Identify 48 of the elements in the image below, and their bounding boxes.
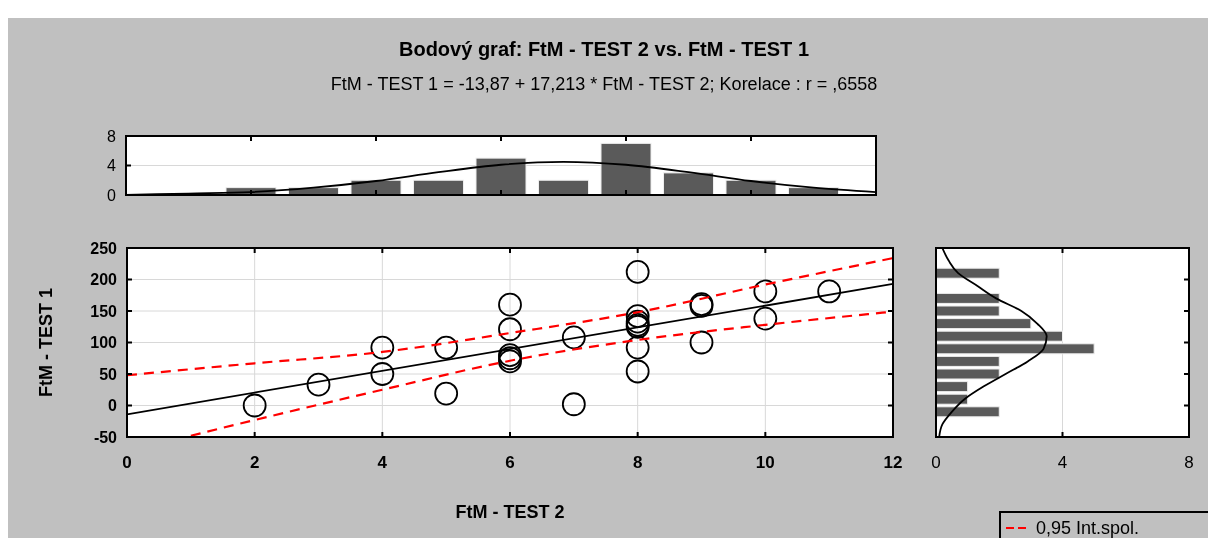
point	[625, 359, 650, 384]
y-tick-label: 8	[107, 127, 117, 145]
bar	[600, 142, 652, 196]
point	[498, 292, 522, 317]
x-tick-label: 6	[505, 453, 515, 472]
x-tick-label: 10	[755, 453, 775, 472]
x-tick-label: 0	[931, 453, 941, 472]
point	[306, 372, 331, 397]
point	[561, 392, 586, 417]
y-tick-label: 50	[99, 365, 118, 383]
y-tick-label: 0	[108, 397, 118, 415]
y-tick-label: 0	[107, 186, 117, 204]
x-tick-label: 12	[883, 453, 903, 472]
x-tick-label: 4	[1057, 453, 1068, 472]
y-tick-label: 100	[90, 334, 118, 352]
point	[817, 279, 842, 304]
chart-subtitle: FtM - TEST 1 = -13,87 + 17,213 * FtM - TEST 2; Korelace : r = ,6558	[330, 74, 878, 94]
point	[370, 362, 395, 386]
legend-label: 0,95 Int.spol.	[1036, 518, 1140, 538]
y-axis-title: FtM - TEST 1	[36, 288, 56, 397]
x-tick-label: 8	[1184, 453, 1194, 472]
point	[625, 260, 650, 284]
point	[625, 304, 650, 328]
point	[242, 393, 267, 418]
y-tick-label: 4	[107, 157, 117, 175]
point	[753, 279, 778, 304]
point	[753, 306, 778, 331]
point	[434, 335, 459, 360]
bar	[475, 157, 527, 196]
x-tick-label: 0	[122, 453, 132, 472]
y-tick-label: 150	[90, 302, 118, 320]
y-tick-label: 250	[90, 239, 118, 257]
line-series	[127, 256, 893, 377]
chart-title: Bodový graf: FtM - TEST 2 vs. FtM - TEST 1	[398, 38, 810, 60]
point	[434, 381, 459, 406]
y-tick-label: 200	[90, 271, 118, 289]
x-tick-label: 4	[377, 453, 388, 472]
y-tick-label: -50	[93, 428, 118, 446]
point	[689, 330, 714, 355]
bar	[935, 267, 1000, 279]
x-tick-label: 8	[632, 453, 643, 472]
point	[370, 335, 395, 360]
bar	[663, 172, 714, 196]
point	[561, 325, 586, 350]
x-axis-title: FtM - TEST 2	[455, 502, 565, 522]
x-tick-label: 2	[249, 453, 260, 472]
point	[498, 317, 522, 342]
point	[625, 335, 650, 360]
